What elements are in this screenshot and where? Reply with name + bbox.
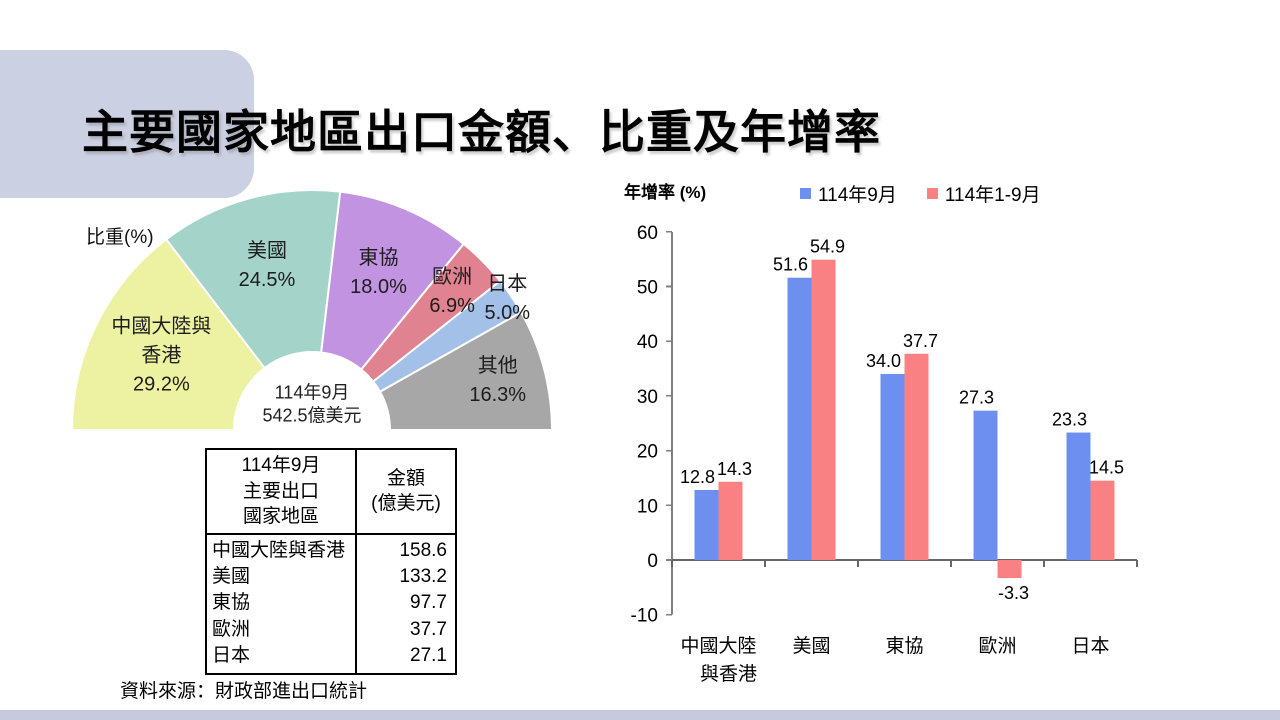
y-axis-tick-label: 60 — [637, 223, 658, 244]
bar-chart-title: 年增率 (%) — [624, 183, 707, 202]
bar — [787, 277, 812, 560]
bar — [997, 560, 1022, 579]
table-cell-region: 美國 — [205, 564, 357, 591]
table-row: 東協 97.7 — [205, 590, 457, 617]
legend-item: 114年1-9月 — [926, 180, 1041, 207]
y-axis-tick-label: 10 — [637, 496, 658, 517]
legend-swatch-icon — [926, 188, 938, 199]
pie-segment-label: 日本 5.0% — [484, 272, 531, 324]
export-amount-table-section: 114年9月 主要出口 國家地區 金額 (億美元) 中國大陸與香港 158.6 … — [205, 448, 457, 676]
bar-value-label: -3.3 — [998, 583, 1029, 603]
growth-rate-bar-chart: 年增率 (%) 114年9月 114年1-9月 60 50 40 30 20 10 0 -10 1… — [618, 170, 1174, 700]
table-row: 中國大陸與香港 158.6 — [205, 533, 457, 565]
pie-segment-label: 中國大陸與 香港 29.2% — [111, 315, 212, 396]
donut-center-label: 114年9月 542.5億美元 — [262, 382, 362, 426]
x-axis-category-label: 歐洲 — [978, 635, 1016, 657]
legend-swatch-icon — [800, 188, 811, 199]
table-cell-region: 歐洲 — [205, 616, 357, 643]
table-row: 歐洲 37.7 — [205, 616, 457, 643]
bar-value-label: 51.6 — [773, 255, 808, 275]
y-axis-tick-label: 0 — [647, 551, 658, 572]
y-axis-tick-label: 20 — [637, 442, 658, 463]
table-cell-region: 日本 — [205, 642, 357, 676]
x-axis-category-label: 美國 — [792, 635, 830, 657]
data-source-note: 資料來源：財政部進出口統計 — [120, 681, 368, 702]
pie-segment-label: 美國 24.5% — [238, 239, 296, 291]
pie-segment-label: 其他 16.3% — [469, 355, 527, 407]
amount-table: 114年9月 主要出口 國家地區 金額 (億美元) 中國大陸與香港 158.6 … — [205, 448, 457, 676]
table-cell-region: 中國大陸與香港 — [205, 533, 357, 565]
table-header-row: 114年9月 主要出口 國家地區 金額 (億美元) — [205, 448, 457, 535]
bar-chart-svg: 60 50 40 30 20 10 0 -10 12.8 51.6 34.0 27.3 23.3 14.3… — [631, 223, 1138, 685]
bar-value-label: 34.0 — [866, 351, 901, 371]
table-cell-amount: 97.7 — [355, 590, 457, 617]
table-cell-amount: 37.7 — [355, 616, 457, 643]
pie-segment-label: 歐洲 6.9% — [429, 265, 475, 317]
table-cell-amount: 27.1 — [355, 642, 457, 676]
bar — [718, 481, 743, 560]
bar-value-label: 14.5 — [1089, 458, 1124, 478]
y-axis-tick-label: -10 — [631, 606, 658, 627]
bar — [1090, 480, 1115, 560]
bar-value-label: 37.7 — [903, 331, 938, 351]
x-axis-category-label: 東協 — [885, 635, 923, 657]
y-axis-tick-label: 50 — [637, 278, 658, 299]
title-accent-shape — [0, 50, 254, 198]
table-cell-amount: 158.6 — [355, 533, 457, 565]
bar-chart-legend: 114年9月 114年1-9月 — [800, 180, 1041, 207]
bar — [904, 353, 929, 560]
bar — [880, 374, 905, 560]
pie-segment — [320, 190, 466, 371]
x-axis-category-label: 中國大陸 — [680, 635, 756, 657]
slide-title: 主要國家地區出口金額、比重及年增率 — [82, 106, 881, 158]
pie-segment-label: 東協 18.0% — [350, 247, 407, 299]
donut-svg — [70, 189, 554, 431]
x-axis-category-label: 與香港 — [700, 663, 757, 685]
bar — [973, 410, 998, 560]
legend-item: 114年9月 — [800, 180, 897, 207]
bar-value-label: 54.9 — [810, 237, 845, 257]
table-cell-region: 東協 — [205, 590, 357, 617]
bar — [1066, 432, 1091, 560]
pie-segment — [164, 189, 342, 370]
export-share-donut-chart: 比重(%) 中國大陸與 香港 29.2% 美國 24.5% 東協 18.0% 歐洲 6.9% 日本… — [62, 180, 574, 442]
y-axis-tick-label: 40 — [637, 332, 658, 353]
bar-value-label: 27.3 — [959, 388, 994, 408]
legend-label: 114年1-9月 — [944, 185, 1041, 206]
y-axis-tick-label: 30 — [637, 387, 658, 408]
bar-value-label: 23.3 — [1052, 410, 1087, 430]
pie-segment — [378, 310, 554, 431]
table-row: 美國 133.2 — [205, 564, 457, 591]
legend-label: 114年9月 — [818, 185, 897, 206]
bottom-accent-bar — [0, 710, 1280, 720]
pie-segment — [70, 237, 267, 431]
bar-value-label: 14.3 — [717, 459, 752, 479]
table-row: 日本 27.1 — [205, 642, 457, 676]
table-cell-amount: 133.2 — [355, 564, 457, 591]
bar — [811, 259, 836, 560]
x-axis-category-label: 日本 — [1071, 635, 1109, 657]
table-header-amount: 金額 (億美元) — [355, 448, 457, 535]
donut-chart-title: 比重(%) — [86, 227, 154, 248]
table-header-region: 114年9月 主要出口 國家地區 — [205, 448, 357, 535]
bar — [694, 489, 719, 560]
bar-value-label: 12.8 — [680, 467, 715, 487]
